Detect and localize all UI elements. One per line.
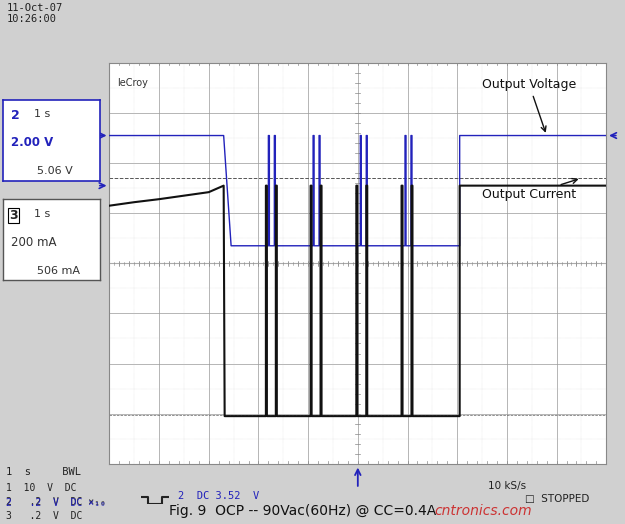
Text: 2.00 V: 2.00 V [11,136,53,149]
Text: leCroy: leCroy [117,78,148,88]
Text: Output Current: Output Current [482,179,578,201]
Text: 1 s: 1 s [34,110,51,119]
Text: 1 s: 1 s [34,209,51,219]
Text: 200 mA: 200 mA [11,236,56,249]
Text: □  STOPPED: □ STOPPED [525,494,589,504]
Text: 1  s     BWL: 1 s BWL [6,467,81,477]
Text: 2: 2 [11,110,19,122]
Text: 1  10  V  DC
2   .2  V  DC ×₁₀
3   .2  V  DC
4  50 mV  AC: 1 10 V DC 2 .2 V DC ×₁₀ 3 .2 V DC 4 50 m… [6,483,106,524]
Text: 11-Oct-07
10:26:00: 11-Oct-07 10:26:00 [6,3,63,24]
Text: 5.06 V: 5.06 V [37,166,72,176]
Text: 506 mA: 506 mA [37,266,80,276]
Text: 3: 3 [9,209,18,222]
Text: Output Voltage: Output Voltage [482,78,576,132]
Text: 2   .2  V  DC ×₁₀: 2 .2 V DC ×₁₀ [6,484,106,508]
Text: Fig. 9  OCP -- 90Vac(60Hz) @ CC=0.4A: Fig. 9 OCP -- 90Vac(60Hz) @ CC=0.4A [169,504,436,518]
Text: 2  DC 3.52  V: 2 DC 3.52 V [178,491,259,501]
Text: cntronics.com: cntronics.com [434,504,532,518]
Text: 10 kS/s: 10 kS/s [488,481,526,490]
